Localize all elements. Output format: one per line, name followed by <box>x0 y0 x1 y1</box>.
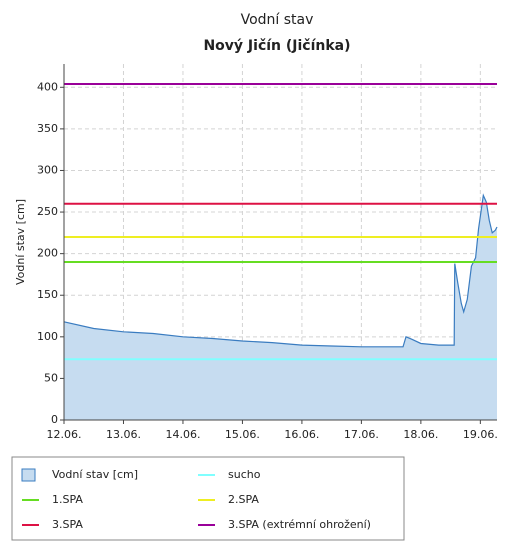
x-tick-label: 18.06. <box>403 428 438 441</box>
chart-subtitle: Nový Jičín (Jičínka) <box>203 38 350 54</box>
y-tick-label: 400 <box>37 80 58 93</box>
legend-label: 1.SPA <box>52 493 83 506</box>
x-tick-label: 14.06. <box>165 428 200 441</box>
legend-label: Vodní stav [cm] <box>52 468 138 481</box>
y-axis-label: Vodní stav [cm] <box>14 199 27 285</box>
x-tick-label: 15.06. <box>225 428 260 441</box>
legend-label: 3.SPA <box>52 518 83 531</box>
x-tick-label: 12.06. <box>47 428 82 441</box>
area-fill <box>64 195 497 420</box>
x-tick-label: 17.06. <box>344 428 379 441</box>
x-tick-label: 19.06. <box>463 428 498 441</box>
legend-label: 3.SPA (extrémní ohrožení) <box>228 518 371 531</box>
legend <box>11 456 405 541</box>
legend-swatch <box>21 468 36 482</box>
legend-label: 2.SPA <box>228 493 259 506</box>
y-tick-label: 50 <box>44 371 58 384</box>
y-tick-label: 350 <box>37 122 58 135</box>
x-tick-label: 13.06. <box>106 428 141 441</box>
area-line <box>63 193 498 348</box>
y-tick-label: 100 <box>37 330 58 343</box>
y-tick-label: 150 <box>37 288 58 301</box>
chart-title: Vodní stav <box>241 12 314 28</box>
y-tick-label: 250 <box>37 205 58 218</box>
x-tick-label: 16.06. <box>284 428 319 441</box>
legend-label: sucho <box>228 468 261 481</box>
y-tick-label: 0 <box>51 413 58 426</box>
y-tick-label: 300 <box>37 163 58 176</box>
y-tick-label: 200 <box>37 247 58 260</box>
